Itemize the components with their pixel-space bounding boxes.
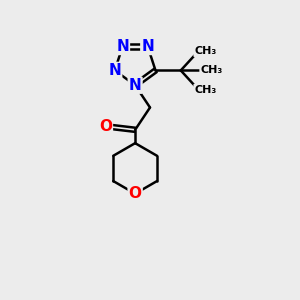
Text: N: N	[129, 78, 142, 93]
Text: N: N	[116, 39, 129, 54]
Text: CH₃: CH₃	[194, 85, 217, 95]
Text: N: N	[141, 39, 154, 54]
Text: N: N	[108, 63, 121, 78]
Text: CH₃: CH₃	[200, 65, 223, 75]
Text: O: O	[129, 186, 142, 201]
Text: O: O	[99, 119, 112, 134]
Text: CH₃: CH₃	[194, 46, 217, 56]
